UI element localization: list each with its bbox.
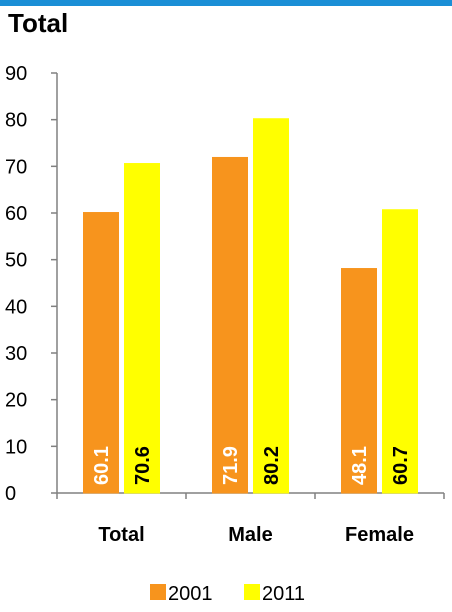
category-label-female: Female (345, 524, 414, 546)
y-tick-label: 10 (5, 436, 27, 458)
y-tick-label: 90 (5, 63, 27, 85)
y-tick-label: 70 (5, 156, 27, 178)
data-label-2011-female: 60.7 (390, 446, 412, 485)
bar-2011-male (253, 118, 289, 494)
chart-title: Total (8, 8, 69, 38)
bar-2001-total (83, 212, 119, 494)
y-tick-label: 0 (5, 483, 16, 505)
y-tick-label: 50 (5, 250, 27, 272)
y-tick-label: 60 (5, 203, 27, 225)
data-label-2011-male: 80.2 (261, 446, 283, 485)
legend-swatch-2011 (244, 584, 260, 600)
y-tick-label: 30 (5, 343, 27, 365)
legend-label-2001: 2001 (168, 583, 213, 605)
y-tick-label: 20 (5, 390, 27, 412)
legend-label-2011: 2011 (262, 583, 305, 605)
data-label-2011-total: 70.6 (132, 446, 154, 485)
bar-2011-female (382, 209, 418, 494)
bar-2011-total (124, 163, 160, 494)
category-label-total: Total (98, 524, 144, 546)
data-label-2001-male: 71.9 (220, 446, 242, 485)
data-label-2001-female: 48.1 (349, 446, 371, 485)
bar-2001-male (212, 156, 248, 494)
data-label-2001-total: 60.1 (91, 446, 113, 485)
y-tick-label: 80 (5, 110, 27, 132)
legend-swatch-2001 (150, 584, 166, 600)
bar-2001-female (341, 268, 377, 494)
header-strip (0, 0, 452, 6)
category-label-male: Male (228, 524, 272, 546)
y-tick-label: 40 (5, 296, 27, 318)
